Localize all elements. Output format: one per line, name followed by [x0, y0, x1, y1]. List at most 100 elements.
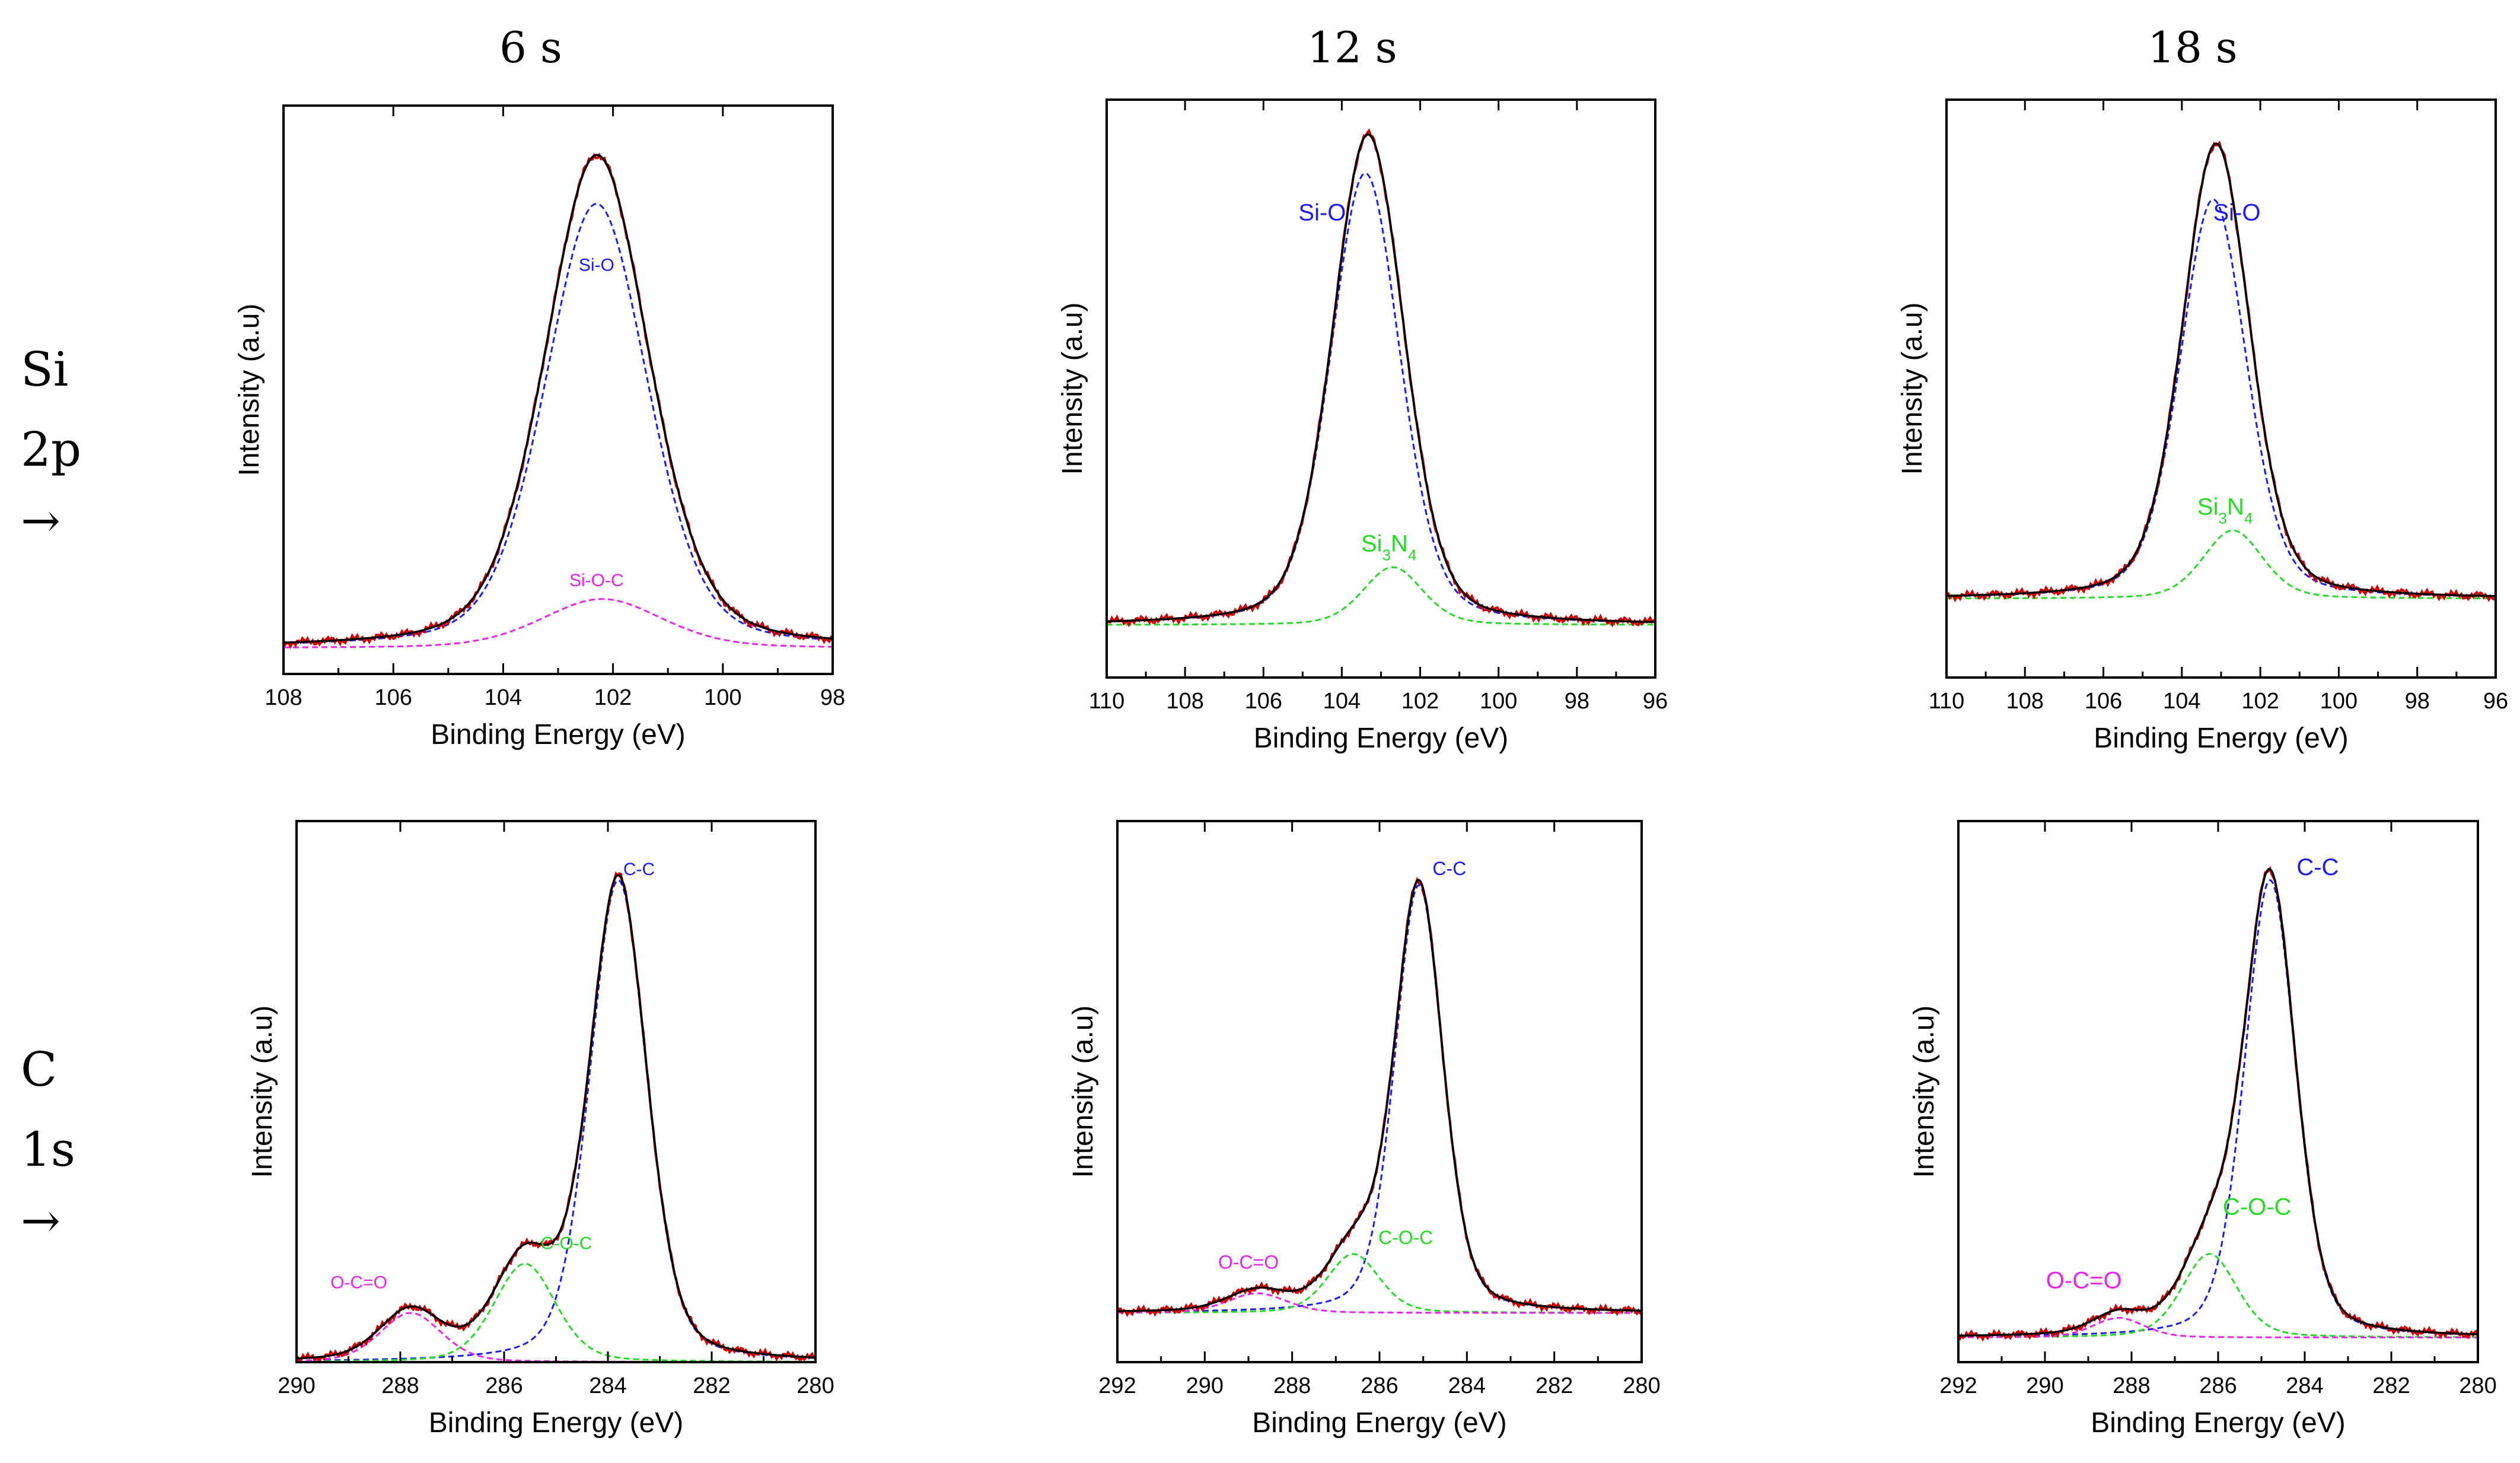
component-curve-si-o-c [283, 598, 833, 648]
x-tick-label: 280 [1623, 1373, 1660, 1398]
panel-2: 110 108 106 104 102 100 98 96 Binding Energy (eV… [1897, 98, 2508, 754]
x-tick-label: 98 [1565, 689, 1589, 714]
peak-label-o-c-o: O-C=O [330, 1273, 387, 1293]
x-tick-label: 286 [1361, 1373, 1398, 1398]
plot-frame [1116, 820, 1643, 1363]
x-tick-label: 110 [1929, 689, 1965, 714]
x-tick-label: 96 [2483, 689, 2508, 714]
plot-frame [1106, 98, 1656, 679]
x-tick-label: 106 [374, 685, 412, 710]
fitted-envelope-line [1106, 133, 1655, 624]
plot-frame [1945, 98, 2497, 679]
row-label-arrow-si: → [21, 493, 60, 548]
component-curve-si-o [283, 202, 833, 644]
fitted-envelope-line [283, 154, 833, 644]
row-label-arrow-c: → [21, 1193, 60, 1248]
component-curve-o-c-o [296, 1312, 815, 1363]
x-tick-label: 100 [1480, 689, 1517, 714]
x-tick-label: 104 [1323, 689, 1361, 714]
peak-label-o-c-o: O-C=O [2046, 1268, 2122, 1294]
component-curve-si-o [1946, 198, 2496, 597]
spectra-panels: 108 106 104 102 100 98 Binding Energy (eV) Inte… [234, 98, 2508, 1439]
component-curve-c-o-c [1958, 1253, 2478, 1338]
row-label-si: Si [21, 342, 68, 397]
x-tick-label: 106 [1245, 689, 1282, 714]
row-label-c: C [21, 1042, 57, 1097]
x-tick-label: 288 [381, 1373, 419, 1398]
component-curve-c-c [1958, 879, 2478, 1337]
x-tick-label: 102 [594, 685, 632, 710]
panel-3: 290 288 286 284 282 280 Binding Energy (eV) Int… [247, 820, 834, 1439]
plot-frame [1957, 820, 2479, 1363]
y-axis-label: Intensity (a.u) [247, 1006, 278, 1178]
x-tick-label: 106 [2085, 689, 2122, 714]
y-axis-label: Intensity (a.u) [1909, 1006, 1940, 1178]
x-tick-label: 286 [485, 1373, 523, 1398]
panel-4: 292 290 288 286 284 282 280 Binding Energy (eV)… [1068, 820, 1661, 1439]
y-axis-label: Intensity (a.u) [1057, 303, 1088, 475]
fitted-envelope-line [1946, 142, 2496, 597]
x-tick-label: 282 [693, 1373, 730, 1398]
fitted-envelope-line [1117, 879, 1642, 1312]
peak-label-si3n4: Si3N4 [2197, 494, 2253, 527]
x-tick-label: 292 [1939, 1373, 1977, 1398]
x-axis-label: Binding Energy (eV) [2094, 723, 2349, 754]
column-title-12s: 12 s [1307, 23, 1397, 72]
x-tick-label: 108 [1166, 689, 1203, 714]
panel-0: 108 106 104 102 100 98 Binding Energy (eV) Inte… [234, 104, 845, 750]
peak-label-si3n4: Si3N4 [1361, 530, 1416, 564]
x-tick-label: 108 [2006, 689, 2044, 714]
x-tick-label: 280 [2459, 1373, 2496, 1398]
x-tick-label: 284 [589, 1373, 626, 1398]
x-axis-label: Binding Energy (eV) [1254, 723, 1509, 754]
component-curve-si3n4 [1946, 529, 2496, 600]
row-label-2p: 2p [21, 422, 81, 477]
x-tick-label: 292 [1098, 1373, 1136, 1398]
x-axis-label: Binding Energy (eV) [431, 719, 686, 750]
peak-label-si-o: Si-O [1298, 200, 1346, 226]
component-curve-c-o-c [1117, 1253, 1642, 1314]
component-curve-si3n4 [1107, 566, 1655, 626]
panel-1: 110 108 106 104 102 100 98 96 Binding Energy (eV… [1057, 98, 1668, 754]
x-tick-label: 102 [1401, 689, 1439, 714]
peak-label-si-o: Si-O [579, 256, 614, 275]
x-tick-label: 96 [1643, 689, 1668, 714]
peak-label-si-o: Si-O [2213, 200, 2260, 226]
panel-5: 292 290 288 286 284 282 280 Binding Energy (eV)… [1909, 820, 2497, 1439]
component-curve-o-c-o [1958, 1316, 2478, 1338]
x-tick-label: 284 [2286, 1373, 2323, 1398]
x-tick-label: 108 [265, 685, 302, 710]
x-tick-label: 284 [1448, 1373, 1486, 1398]
x-tick-label: 280 [797, 1373, 834, 1398]
x-tick-label: 290 [2026, 1373, 2063, 1398]
y-axis-label: Intensity (a.u) [1897, 303, 1928, 475]
fitted-envelope-line [1958, 868, 2478, 1337]
peak-label-c-c: C-C [2296, 854, 2339, 880]
x-tick-label: 98 [2405, 689, 2430, 714]
x-axis-label: Binding Energy (eV) [2091, 1407, 2346, 1439]
measured-spectrum-line [282, 152, 834, 650]
peak-label-c-c: C-C [623, 860, 655, 879]
row-label-1s: 1s [21, 1122, 75, 1177]
x-tick-label: 102 [2241, 689, 2279, 714]
y-axis-label: Intensity (a.u) [1068, 1006, 1099, 1178]
x-tick-label: 104 [485, 685, 522, 710]
column-title-18s: 18 s [2148, 23, 2237, 72]
x-tick-label: 282 [2372, 1373, 2410, 1398]
x-tick-label: 104 [2163, 689, 2200, 714]
peak-label-o-c-o: O-C=O [1218, 1251, 1279, 1273]
x-tick-label: 286 [2199, 1373, 2237, 1398]
fitted-envelope-line [296, 874, 816, 1360]
x-axis-label: Binding Energy (eV) [429, 1407, 684, 1439]
x-tick-label: 100 [704, 685, 741, 710]
peak-label-c-o-c: C-O-C [541, 1233, 592, 1253]
peak-label-c-o-c: C-O-C [1378, 1227, 1433, 1248]
x-axis-label: Binding Energy (eV) [1252, 1407, 1507, 1439]
x-tick-label: 288 [1273, 1373, 1311, 1398]
measured-spectrum-line [1116, 876, 1642, 1318]
x-tick-label: 290 [1186, 1373, 1224, 1398]
peak-label-c-c: C-C [1432, 858, 1466, 879]
x-tick-label: 98 [820, 685, 845, 710]
x-tick-label: 110 [1089, 689, 1125, 714]
